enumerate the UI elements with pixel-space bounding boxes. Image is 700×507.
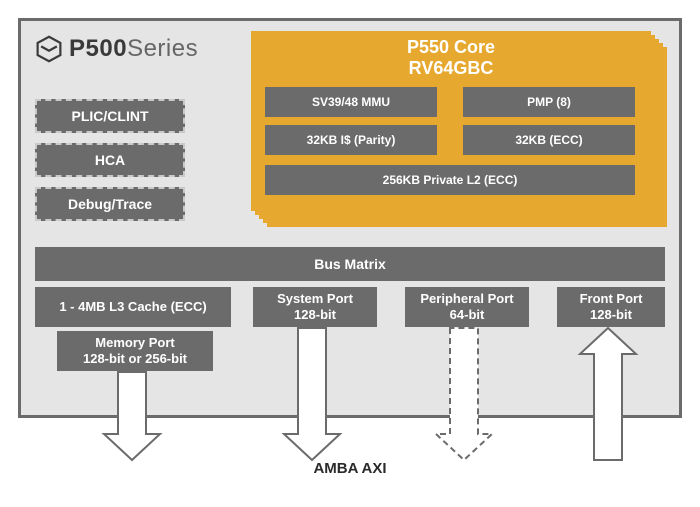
sifive-logo-icon xyxy=(35,35,63,63)
logo-bold: P500 xyxy=(69,35,127,62)
system-port-line2: 128-bit xyxy=(277,307,353,323)
block-private-l2: 256KB Private L2 (ECC) xyxy=(265,165,635,195)
core-title-line2: RV64GBC xyxy=(251,58,651,79)
memory-port-line2: 128-bit or 256-bit xyxy=(83,351,187,367)
footer-amba-axi: AMBA AXI xyxy=(0,460,700,477)
block-icache: 32KB I$ (Parity) xyxy=(265,125,437,155)
logo-light: Series xyxy=(127,35,198,62)
block-pmp: PMP (8) xyxy=(463,87,635,117)
block-system-port: System Port 128-bit xyxy=(253,287,377,327)
core-stack: P550 Core RV64GBC SV39/48 MMU PMP (8) 32… xyxy=(251,31,667,229)
system-port-line1: System Port xyxy=(277,291,353,307)
core-title-line1: P550 Core xyxy=(251,37,651,58)
logo-text: P500Series xyxy=(69,35,198,63)
block-mmu: SV39/48 MMU xyxy=(265,87,437,117)
block-debug-trace: Debug/Trace xyxy=(35,187,185,221)
peripheral-port-line2: 64-bit xyxy=(420,307,513,323)
logo: P500Series xyxy=(35,35,198,63)
block-bus-matrix: Bus Matrix xyxy=(35,247,665,281)
core-card-front: P550 Core RV64GBC SV39/48 MMU PMP (8) 32… xyxy=(251,31,651,211)
core-title: P550 Core RV64GBC xyxy=(251,31,651,78)
front-port-line1: Front Port xyxy=(580,291,643,307)
block-dcache: 32KB (ECC) xyxy=(463,125,635,155)
block-hca: HCA xyxy=(35,143,185,177)
front-port-line2: 128-bit xyxy=(580,307,643,323)
block-l3-cache: 1 - 4MB L3 Cache (ECC) xyxy=(35,287,231,327)
block-front-port: Front Port 128-bit xyxy=(557,287,665,327)
block-memory-port: Memory Port 128-bit or 256-bit xyxy=(57,331,213,371)
memory-port-line1: Memory Port xyxy=(83,335,187,351)
block-plic-clint: PLIC/CLINT xyxy=(35,99,185,133)
diagram-frame: P500Series PLIC/CLINT HCA Debug/Trace P5… xyxy=(18,18,682,418)
peripheral-port-line1: Peripheral Port xyxy=(420,291,513,307)
block-peripheral-port: Peripheral Port 64-bit xyxy=(405,287,529,327)
